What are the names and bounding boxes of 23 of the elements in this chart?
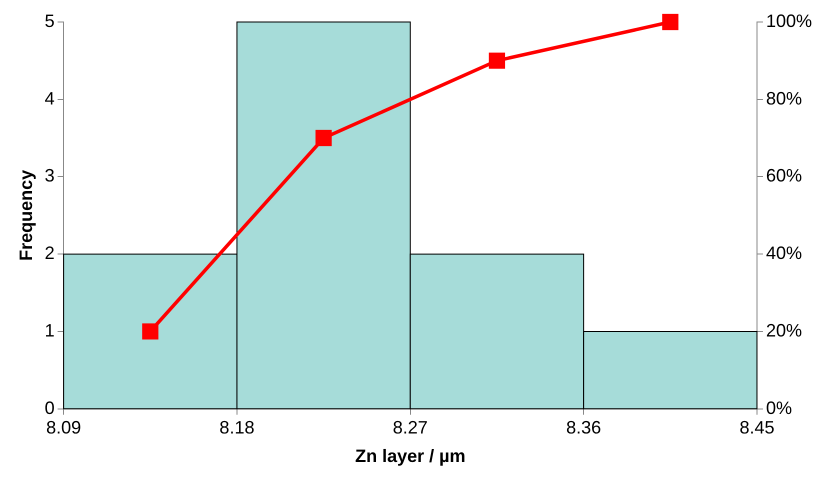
point [142,323,158,340]
y-tick-label: 1 [44,320,55,340]
x-tick-label: 8.18 [219,418,254,438]
y2-tick-label: 80% [766,88,802,108]
point [316,130,332,146]
y2-tick-label: 20% [766,320,802,340]
x-tick-label: 8.45 [739,418,774,438]
y2-tick-label: 60% [766,166,802,186]
x-tick-label: 8.27 [392,418,428,438]
y-tick-label: 4 [44,88,55,108]
point [488,52,506,69]
y-tick-label: 0 [44,398,55,418]
y2-tick-label: 0% [766,398,792,418]
y-tick-label: 2 [44,243,55,264]
y-axis-title: Frequency [16,170,36,261]
point [662,14,678,30]
x-tick-label: 8.36 [566,418,602,438]
x-tick-label: 8.09 [46,418,82,438]
y-tick-label: 5 [44,10,55,31]
y2-tick-label: 100% [766,10,812,31]
y2-tick-label: 40% [766,243,802,264]
y-tick-label: 3 [44,166,55,186]
x-axis-title: Zn layer / µm [355,446,466,466]
